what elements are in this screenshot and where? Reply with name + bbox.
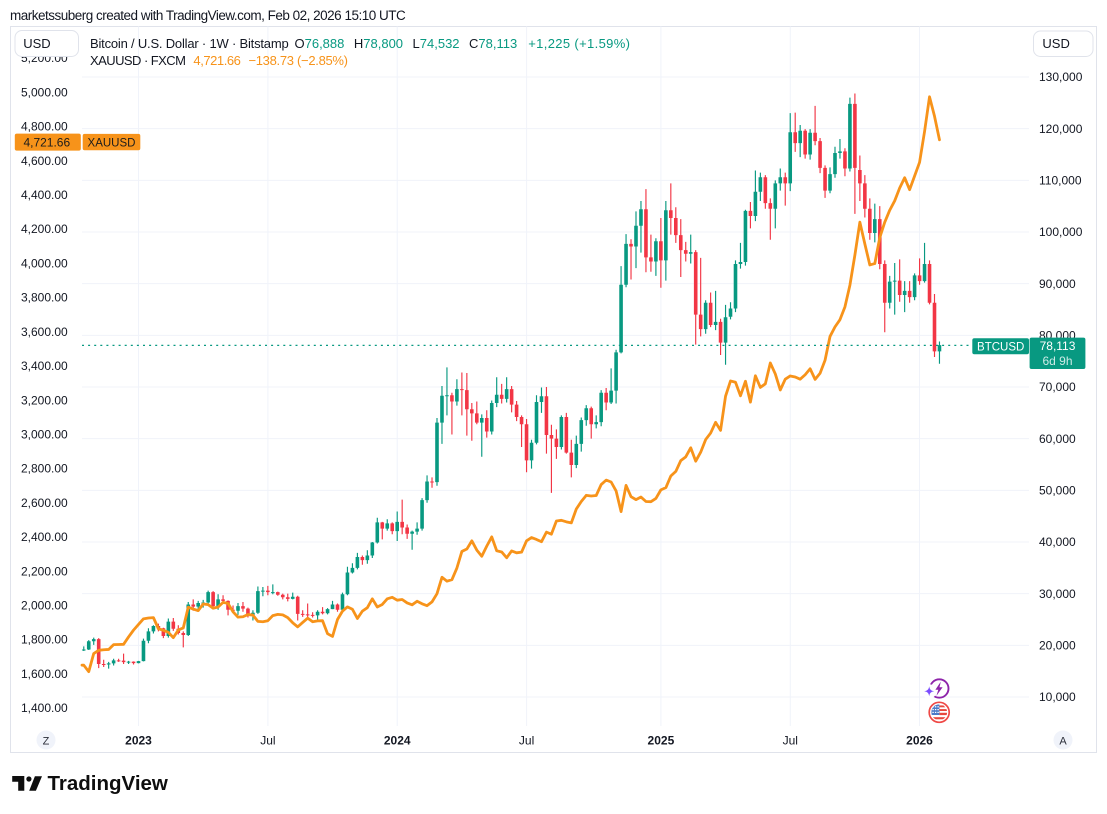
svg-text:1,800.00: 1,800.00 <box>21 633 68 647</box>
svg-text:130,000: 130,000 <box>1039 70 1083 84</box>
svg-text:3,600.00: 3,600.00 <box>21 325 68 339</box>
svg-text:4,000.00: 4,000.00 <box>21 256 68 270</box>
svg-text:TradingView: TradingView <box>48 772 168 795</box>
svg-text:2,200.00: 2,200.00 <box>21 564 68 578</box>
svg-text:70,000: 70,000 <box>1039 380 1076 394</box>
svg-text:3,000.00: 3,000.00 <box>21 428 68 442</box>
svg-text:2,600.00: 2,600.00 <box>21 496 68 510</box>
svg-text:30,000: 30,000 <box>1039 587 1076 601</box>
svg-text:4,200.00: 4,200.00 <box>21 222 68 236</box>
svg-text:100,000: 100,000 <box>1039 225 1083 239</box>
svg-text:BTCUSD: BTCUSD <box>977 342 1024 354</box>
svg-text:4,400.00: 4,400.00 <box>21 188 68 202</box>
svg-text:USD: USD <box>23 36 50 51</box>
svg-text:USD: USD <box>1042 36 1069 51</box>
svg-text:40,000: 40,000 <box>1039 535 1076 549</box>
svg-text:90,000: 90,000 <box>1039 277 1076 291</box>
svg-text:10,000: 10,000 <box>1039 690 1076 704</box>
svg-text:110,000: 110,000 <box>1039 174 1082 188</box>
svg-text:Jul: Jul <box>783 734 798 748</box>
svg-text:2026: 2026 <box>906 734 933 748</box>
svg-text:2025: 2025 <box>648 734 675 748</box>
svg-text:78,113: 78,113 <box>1040 339 1076 353</box>
svg-text:3,400.00: 3,400.00 <box>21 359 68 373</box>
svg-text:1,600.00: 1,600.00 <box>21 667 68 681</box>
svg-text:4,800.00: 4,800.00 <box>21 120 68 134</box>
svg-text:50,000: 50,000 <box>1039 484 1076 498</box>
svg-text:2,000.00: 2,000.00 <box>21 599 68 613</box>
svg-text:60,000: 60,000 <box>1039 432 1076 446</box>
svg-text:A: A <box>1059 735 1067 747</box>
svg-text:120,000: 120,000 <box>1039 122 1083 136</box>
svg-text:20,000: 20,000 <box>1039 639 1076 653</box>
svg-text:3,200.00: 3,200.00 <box>21 393 68 407</box>
svg-text:6d 9h: 6d 9h <box>1042 354 1072 368</box>
svg-text:XAUUSD: XAUUSD <box>88 137 136 149</box>
svg-text:3,800.00: 3,800.00 <box>21 291 68 305</box>
svg-text:4,600.00: 4,600.00 <box>21 154 68 168</box>
svg-text:Jul: Jul <box>519 734 534 748</box>
svg-text:Z: Z <box>43 735 50 747</box>
svg-text:2024: 2024 <box>384 734 411 748</box>
svg-text:Jul: Jul <box>260 734 275 748</box>
svg-text:5,000.00: 5,000.00 <box>21 85 68 99</box>
svg-text:2,800.00: 2,800.00 <box>21 462 68 476</box>
svg-text:2023: 2023 <box>125 734 152 748</box>
svg-text:2,400.00: 2,400.00 <box>21 530 68 544</box>
svg-text:4,721.66: 4,721.66 <box>23 135 70 149</box>
svg-text:1,400.00: 1,400.00 <box>21 701 68 715</box>
